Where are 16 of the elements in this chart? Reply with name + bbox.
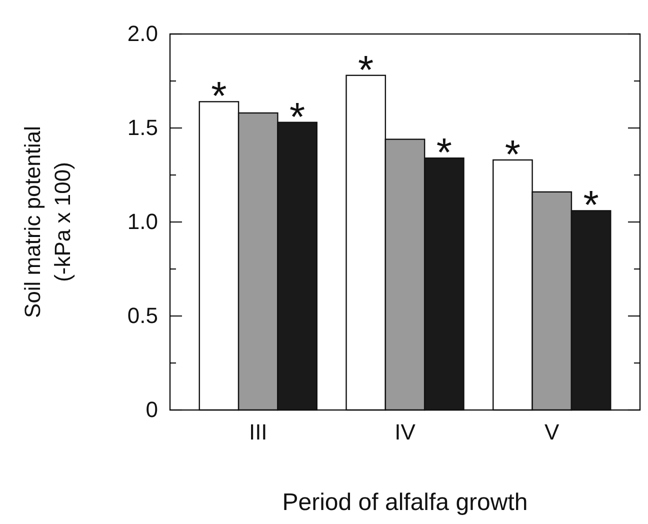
x-tick-label: III — [248, 420, 268, 445]
annotation: * — [504, 132, 520, 177]
y-axis-title: Soil matric potential (-kPa x 100) — [20, 126, 75, 318]
y-tick-label: 1.5 — [127, 115, 158, 140]
y-tick-label: 2.0 — [127, 21, 158, 46]
annotation: * — [211, 74, 227, 119]
x-axis-title: Period of alfalfa growth — [282, 489, 528, 516]
y-tick-label: 0 — [146, 397, 158, 422]
x-tick-label: V — [544, 420, 560, 445]
y-tick-label: 1.0 — [127, 209, 158, 234]
annotation: * — [290, 95, 306, 140]
annotation: * — [358, 48, 374, 92]
annotation: * — [436, 131, 452, 176]
y-tick-label: 0.5 — [127, 303, 158, 328]
x-tick-label: IV — [394, 420, 416, 445]
annotation: * — [583, 184, 599, 228]
